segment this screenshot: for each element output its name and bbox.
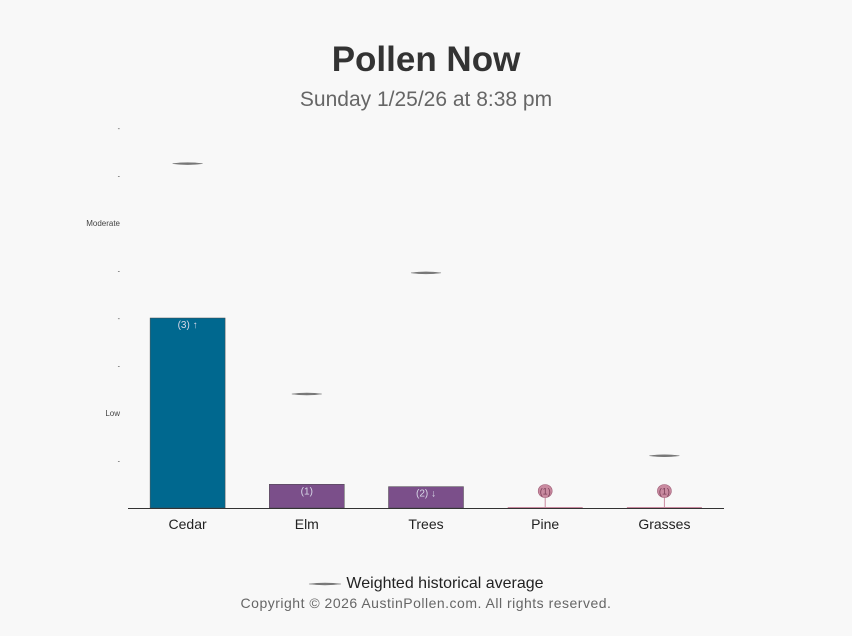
y-tick-label: - (118, 316, 121, 323)
bar-label-bubble (537, 484, 553, 498)
bar-value-label: (1) (659, 487, 670, 497)
y-tick-label: Low (105, 409, 120, 418)
chart-legend: Weighted historical average (0, 575, 852, 593)
bar-value-label: (1) (301, 486, 313, 497)
x-category-label: Trees (408, 516, 443, 532)
historical-average-marker (291, 392, 322, 396)
x-category-label: Cedar (169, 516, 207, 532)
historical-average-marker (172, 162, 203, 165)
y-tick-label: - (118, 126, 121, 133)
bar-label-bubble (657, 484, 672, 498)
y-tick-label: - (118, 459, 121, 466)
y-tick-label: Moderate (86, 219, 120, 228)
page-title: Pollen Now (331, 40, 521, 79)
x-category-label: Elm (295, 516, 319, 532)
y-tick-label: - (118, 174, 121, 181)
bar-value-label: (3) ↑ (178, 320, 198, 331)
y-tick-label: - (118, 269, 121, 276)
y-tick-label: - (118, 364, 121, 371)
historical-average-marker (410, 271, 442, 275)
x-category-label: Pine (531, 516, 559, 532)
copyright-notice: Copyright © 2026 AustinPollen.com. All r… (240, 595, 612, 611)
page-subtitle: Sunday 1/25/26 at 8:38 pm (299, 88, 553, 111)
pollen-bar-chart: - Low - - - Moderate - - (3) ↑ Cedar (1) Elm (2) ↓ Tr… (86, 126, 724, 532)
historical-average-marker (649, 454, 680, 458)
legend-line-icon (309, 582, 342, 586)
bar-value-label: (1) (540, 487, 551, 497)
bar-cedar (149, 317, 226, 509)
bar-value-label: (2) ↓ (416, 489, 436, 500)
x-category-label: Grasses (638, 516, 690, 532)
legend-label: Weighted historical average (346, 575, 544, 592)
